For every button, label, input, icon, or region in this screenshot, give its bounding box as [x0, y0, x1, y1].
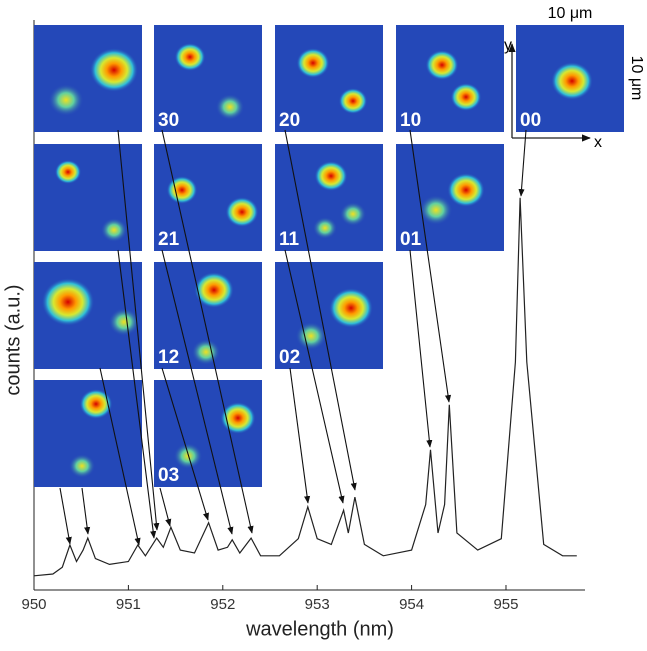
intensity-spot — [100, 218, 128, 242]
mode-image — [34, 262, 142, 369]
arrow — [284, 249, 345, 504]
mode-label: 12 — [158, 347, 179, 368]
intensity-spot — [48, 84, 84, 116]
arrow — [117, 249, 157, 539]
image-bg — [275, 25, 383, 132]
x-tick-label: 955 — [493, 596, 518, 613]
mode-image: 02 — [275, 262, 383, 369]
x-label: wavelength (nm) — [245, 618, 394, 640]
x-tick-label: 952 — [210, 596, 235, 613]
mode-image — [34, 25, 142, 132]
arrow — [161, 367, 209, 521]
arrow — [159, 487, 172, 527]
arrow — [81, 487, 91, 535]
mode-image: 12 — [154, 262, 262, 369]
axis-letter: y — [504, 37, 512, 54]
mode-label: 02 — [279, 347, 300, 368]
mode-image — [34, 380, 142, 487]
intensity-spot — [314, 161, 348, 191]
mode-image: 20 — [275, 25, 383, 132]
intensity-spot — [191, 339, 221, 365]
intensity-spot — [338, 88, 368, 114]
mode-label: 00 — [520, 110, 541, 131]
mode-image: 11 — [275, 144, 383, 251]
arrow — [518, 129, 527, 197]
x-tick-label: 950 — [21, 596, 46, 613]
mode-label: 10 — [400, 110, 421, 131]
mode-image: 30 — [154, 25, 262, 132]
mode-image: 01 — [396, 144, 504, 251]
arrow — [284, 129, 357, 491]
intensity-spot — [89, 48, 139, 92]
intensity-spot — [312, 217, 338, 239]
intensity-spot — [41, 278, 95, 326]
intensity-spot — [450, 83, 482, 111]
intensity-spot — [166, 176, 198, 204]
image-bg — [154, 380, 262, 487]
mode-label: 21 — [158, 229, 180, 250]
intensity-spot — [551, 62, 593, 100]
arrow — [117, 129, 160, 531]
mode-image — [34, 144, 142, 251]
mode-image: 21 — [154, 144, 262, 251]
intensity-spot — [225, 197, 259, 227]
mode-label: 01 — [400, 229, 422, 250]
arrow — [409, 129, 452, 403]
intensity-spot — [419, 195, 453, 225]
arrows — [59, 129, 527, 546]
axis-letter: x — [594, 134, 602, 151]
arrow — [99, 367, 141, 546]
arrow — [161, 129, 254, 534]
arrow — [409, 249, 433, 448]
arrow — [59, 487, 72, 545]
intensity-spot — [295, 322, 327, 350]
scale-label: 10 μm — [548, 5, 593, 22]
arrow — [289, 367, 311, 504]
x-tick-label: 954 — [399, 596, 424, 613]
intensity-spot — [79, 389, 113, 419]
intensity-spot — [54, 160, 82, 184]
mode-image: 03 — [154, 380, 262, 487]
mode-image: 10 — [396, 25, 504, 132]
intensity-spot — [339, 202, 367, 226]
y-label: counts (a.u.) — [2, 284, 24, 395]
intensity-spot — [425, 50, 459, 80]
mode-image: 00 — [516, 25, 624, 132]
arrow — [161, 249, 234, 535]
x-tick-label: 953 — [305, 596, 330, 613]
insets: 30 20 10 00 21 11 01 12 02 03 — [34, 25, 624, 487]
image-bg — [154, 25, 262, 132]
intensity-spot — [108, 308, 140, 336]
intensity-spot — [220, 402, 256, 434]
mode-label: 20 — [279, 110, 300, 131]
mode-label: 03 — [158, 465, 179, 486]
mode-label: 30 — [158, 110, 179, 131]
intensity-spot — [174, 43, 206, 71]
intensity-spot — [296, 48, 330, 78]
x-tick-label: 951 — [116, 596, 141, 613]
spectrum-line — [33, 197, 577, 577]
mode-label: 11 — [279, 229, 300, 250]
scale-bar: x y 10 μm 10 μm — [504, 5, 645, 151]
intensity-spot — [215, 94, 245, 120]
intensity-spot — [194, 272, 234, 308]
scale-label: 10 μm — [628, 56, 645, 101]
intensity-spot — [329, 288, 373, 328]
intensity-spot — [173, 443, 203, 469]
intensity-spot — [447, 173, 485, 207]
intensity-spot — [68, 454, 96, 478]
image-bg — [396, 25, 504, 132]
